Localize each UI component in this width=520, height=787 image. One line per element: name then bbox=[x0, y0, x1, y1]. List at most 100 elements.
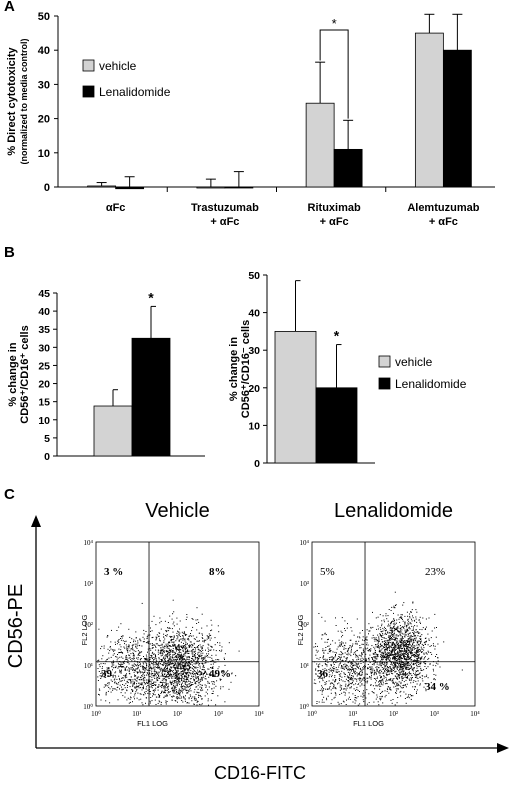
scatter-point bbox=[175, 647, 177, 649]
scatter-point bbox=[208, 636, 210, 638]
scatter-point bbox=[143, 677, 144, 679]
scatter-point bbox=[152, 636, 154, 638]
scatter-point bbox=[136, 683, 137, 685]
scatter-point bbox=[391, 637, 392, 638]
scatter-point bbox=[367, 644, 369, 646]
scatter-point bbox=[173, 673, 175, 675]
scatter-point bbox=[186, 672, 187, 674]
scatter-point bbox=[420, 642, 421, 644]
scatter-point bbox=[165, 690, 167, 691]
scatter-point bbox=[169, 691, 171, 693]
scatter-point bbox=[179, 672, 181, 674]
scatter-point bbox=[179, 659, 181, 660]
legend-swatch bbox=[82, 59, 95, 72]
scatter-point bbox=[180, 697, 182, 699]
scatter-point bbox=[183, 647, 185, 648]
scatter-point bbox=[407, 656, 408, 658]
scatter-point bbox=[170, 660, 172, 662]
scatter-point bbox=[404, 640, 406, 641]
scatter-point bbox=[362, 671, 363, 673]
scatter-point bbox=[138, 685, 140, 687]
scatter-point bbox=[381, 652, 383, 654]
scatter-point bbox=[406, 628, 408, 630]
scatter-point bbox=[192, 626, 194, 628]
scatter-point bbox=[127, 662, 129, 664]
scatter-point bbox=[174, 664, 176, 666]
scatter-point bbox=[140, 665, 142, 667]
scatter-point bbox=[329, 659, 331, 660]
scatter-point bbox=[185, 659, 187, 661]
scatter-point bbox=[195, 657, 197, 659]
scatter-point bbox=[416, 689, 418, 691]
scatter-point bbox=[355, 683, 357, 685]
scatter-point bbox=[408, 627, 410, 629]
scatter-point bbox=[133, 639, 135, 641]
scatter-point bbox=[124, 660, 126, 662]
scatter-point bbox=[117, 654, 118, 655]
scatter-point bbox=[122, 640, 124, 642]
scatter-point bbox=[181, 683, 182, 685]
scatter-point bbox=[391, 630, 393, 632]
scatter-point bbox=[100, 678, 102, 679]
scatter-point bbox=[420, 641, 422, 643]
category-label: Trastuzumab bbox=[191, 202, 259, 214]
scatter-point bbox=[108, 682, 110, 683]
scatter-point bbox=[376, 653, 378, 655]
scatter-point bbox=[323, 659, 325, 660]
scatter-point bbox=[118, 678, 120, 680]
scatter-point bbox=[409, 644, 411, 646]
scatter-point bbox=[419, 648, 420, 650]
scatter-point bbox=[379, 646, 381, 648]
scatter-point bbox=[170, 670, 171, 672]
scatter-point bbox=[167, 688, 169, 690]
scatter-point bbox=[367, 650, 369, 652]
scatter-point bbox=[149, 702, 151, 704]
scatter-point bbox=[357, 684, 359, 685]
y-tick-label: 10⁴ bbox=[84, 539, 94, 547]
scatter-point bbox=[327, 639, 329, 641]
scatter-point bbox=[150, 627, 151, 629]
scatter-point bbox=[188, 670, 190, 672]
y-tick-label: 5 bbox=[44, 433, 50, 445]
scatter-point bbox=[196, 657, 198, 659]
scatter-point bbox=[195, 652, 196, 654]
scatter-point bbox=[167, 660, 169, 662]
scatter-point bbox=[158, 696, 160, 698]
scatter-point bbox=[395, 665, 397, 667]
scatter-point bbox=[112, 688, 114, 690]
scatter-point bbox=[112, 676, 114, 678]
scatter-point bbox=[427, 677, 429, 679]
scatter-point bbox=[138, 651, 140, 653]
scatter-point bbox=[365, 659, 367, 661]
scatter-point bbox=[409, 679, 411, 681]
scatter-point bbox=[182, 662, 184, 664]
scatter-point bbox=[390, 630, 392, 631]
scatter-point bbox=[187, 689, 189, 691]
scatter-point bbox=[171, 657, 173, 659]
scatter-point bbox=[374, 653, 376, 655]
scatter-point bbox=[346, 659, 348, 661]
chart-c: CD56-PECD16-FITCVehicle10⁰10⁰10¹10¹10²10… bbox=[5, 500, 509, 783]
scatter-point bbox=[156, 672, 158, 674]
scatter-point bbox=[393, 636, 395, 638]
scatter-point bbox=[335, 661, 337, 663]
scatter-point bbox=[417, 650, 419, 652]
scatter-point bbox=[162, 646, 164, 648]
scatter-point bbox=[192, 658, 194, 660]
scatter-point bbox=[335, 688, 337, 690]
scatter-point bbox=[118, 675, 120, 677]
scatter-point bbox=[118, 648, 120, 650]
scatter-point bbox=[149, 643, 151, 645]
scatter-point bbox=[171, 699, 173, 701]
scatter-point bbox=[388, 644, 390, 646]
scatter-point bbox=[136, 668, 138, 670]
scatter-point bbox=[398, 671, 400, 673]
significance-asterisk: * bbox=[334, 328, 340, 344]
scatter-point bbox=[386, 680, 388, 682]
scatter-point bbox=[177, 637, 179, 639]
scatter-point bbox=[109, 650, 111, 652]
scatter-point bbox=[395, 685, 397, 687]
scatter-point bbox=[324, 681, 326, 683]
scatter-point bbox=[355, 656, 357, 658]
scatter-point bbox=[330, 670, 332, 672]
